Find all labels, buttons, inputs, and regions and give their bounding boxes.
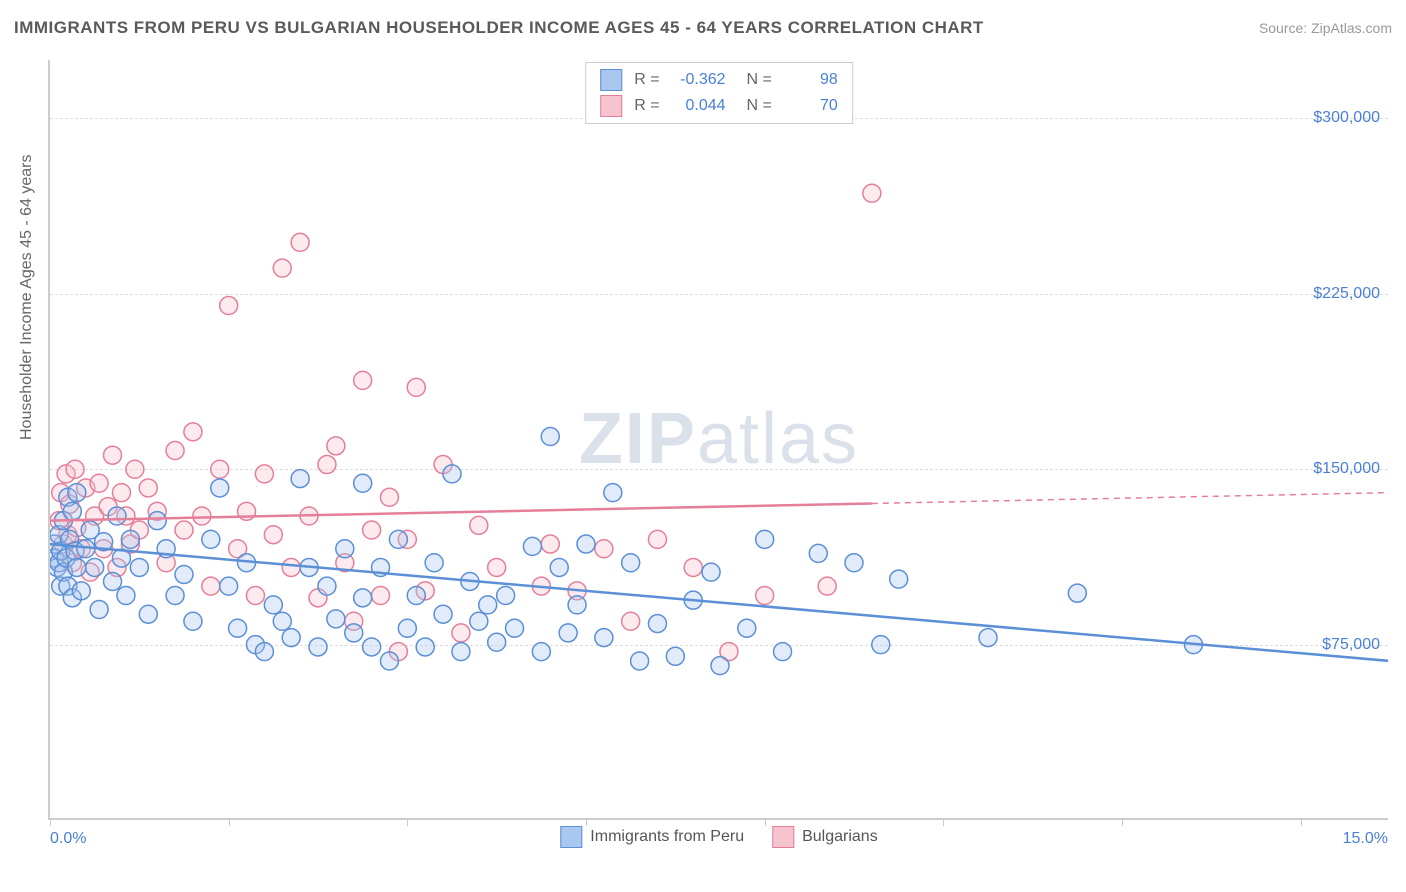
- legend-row-peru: R = -0.362 N = 98: [600, 67, 838, 93]
- swatch-peru-icon: [560, 826, 582, 848]
- series-legend: Immigrants from Peru Bulgarians: [560, 826, 877, 848]
- legend-item-bulg: Bulgarians: [772, 826, 878, 848]
- legend-item-peru: Immigrants from Peru: [560, 826, 744, 848]
- y-axis-label: Householder Income Ages 45 - 64 years: [18, 155, 36, 441]
- plot-area: ZIPatlas R = -0.362 N = 98 R = 0.044 N =…: [48, 60, 1388, 820]
- source-label: Source: ZipAtlas.com: [1259, 20, 1392, 36]
- chart-title: IMMIGRANTS FROM PERU VS BULGARIAN HOUSEH…: [14, 18, 984, 38]
- r-value-peru: -0.362: [668, 71, 726, 89]
- r-label: R =: [634, 97, 659, 115]
- n-value-bulg: 70: [780, 97, 838, 115]
- r-label: R =: [634, 71, 659, 89]
- x-max-label: 15.0%: [1343, 830, 1388, 848]
- scatter-svg: [50, 60, 1388, 818]
- legend-label-bulg: Bulgarians: [802, 828, 878, 846]
- legend-label-peru: Immigrants from Peru: [590, 828, 744, 846]
- swatch-peru: [600, 69, 622, 91]
- x-min-label: 0.0%: [50, 830, 86, 848]
- n-value-peru: 98: [780, 71, 838, 89]
- correlation-legend: R = -0.362 N = 98 R = 0.044 N = 70: [585, 62, 853, 124]
- n-label: N =: [738, 97, 772, 115]
- swatch-bulg: [600, 95, 622, 117]
- legend-row-bulg: R = 0.044 N = 70: [600, 93, 838, 119]
- n-label: N =: [738, 71, 772, 89]
- swatch-bulg-icon: [772, 826, 794, 848]
- r-value-bulg: 0.044: [668, 97, 726, 115]
